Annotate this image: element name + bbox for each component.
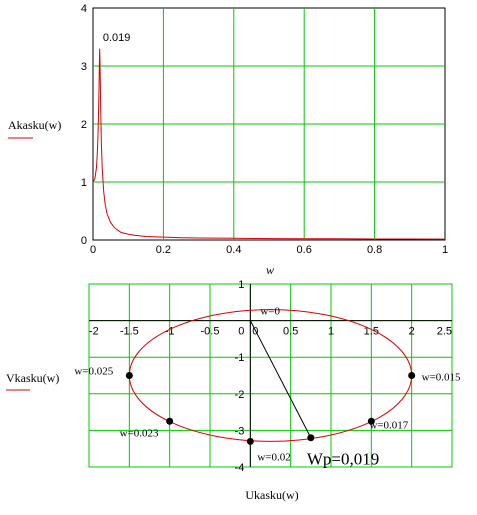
x-tick-label: 0.8 — [367, 244, 382, 256]
point-label: w=0.025 — [74, 366, 113, 378]
x-tick-label: 0.5 — [283, 326, 298, 338]
x-tick-label: -2 — [89, 326, 99, 338]
series-line-akasku — [92, 48, 446, 240]
x-tick-label: 1 — [442, 244, 448, 256]
x-axis-label-2: Ukasku(w) — [245, 488, 298, 502]
point-label: w=0.02 — [257, 451, 290, 463]
y-tick-label: -2 — [235, 389, 245, 401]
amplitude-chart: 0 0.2 0.4 0.6 0.8 1 0 1 2 3 4 0.019 Akasku(w) w — [8, 3, 448, 277]
tick-labels-1: 0 0.2 0.4 0.6 0.8 1 0 1 2 3 4 — [81, 3, 448, 256]
peak-annotation: 0.019 — [103, 32, 131, 44]
grid-1 — [93, 8, 445, 240]
x-tick-label: -0.5 — [201, 326, 220, 338]
data-point — [166, 417, 174, 425]
y-tick-label: -3 — [235, 425, 245, 437]
x-tick-label: 0.2 — [156, 244, 171, 256]
data-point — [367, 417, 375, 425]
wp-annotation: Wp=0,019 — [307, 450, 379, 469]
y-tick-label: 3 — [81, 61, 87, 73]
y-tick-label: 1 — [81, 177, 87, 189]
point-label: w=0.015 — [422, 372, 461, 384]
x-tick-label: 1 — [328, 326, 334, 338]
wp-point — [307, 434, 315, 442]
data-point — [246, 437, 254, 445]
x-tick-label: 2.5 — [437, 326, 452, 338]
x-tick-label: 0.6 — [297, 244, 312, 256]
y-tick-label: 4 — [81, 3, 87, 15]
x-tick-label: 0 — [252, 326, 258, 338]
x-axis-label-1: w — [266, 263, 274, 277]
y-tick-label: 0 — [81, 235, 87, 247]
tick-labels-2: -2 -1.5 -1 -0.5 0 0.5 1 1.5 2 2.5 1 0 -1 -2 -3 -4 — [89, 279, 452, 474]
wp-line — [249, 320, 312, 438]
point-label: w=0.023 — [120, 427, 159, 439]
point-label: w=0.017 — [369, 419, 408, 431]
data-point — [408, 372, 416, 379]
data-point — [125, 372, 133, 379]
plot-area-2 — [88, 283, 453, 468]
y-tick-label: 2 — [81, 119, 87, 131]
point-label: w=0 — [260, 306, 280, 318]
x-tick-label: -1 — [165, 326, 175, 338]
y-tick-label: -4 — [235, 462, 245, 474]
x-tick-label: -1.5 — [120, 326, 139, 338]
points-2: w=0 w=0.015 w=0.017 w=0.02 w=0.023 w=0.025 — [74, 306, 461, 464]
y-tick-label: -1 — [235, 352, 245, 364]
y-tick-label: 1 — [238, 279, 244, 291]
y-tick-label: 0 — [238, 326, 244, 338]
y-axis-label-2: Vkasku(w) — [6, 371, 59, 385]
x-tick-label: 1.5 — [364, 326, 379, 338]
x-tick-label: 0.4 — [226, 244, 241, 256]
y-axis-label-1: Akasku(w) — [8, 118, 61, 132]
nyquist-chart: -2 -1.5 -1 -0.5 0 0.5 1 1.5 2 2.510-1-2-3-4 w=0w=… — [6, 279, 461, 502]
x-tick-label: 2 — [409, 326, 415, 338]
x-tick-label: 0 — [90, 244, 96, 256]
